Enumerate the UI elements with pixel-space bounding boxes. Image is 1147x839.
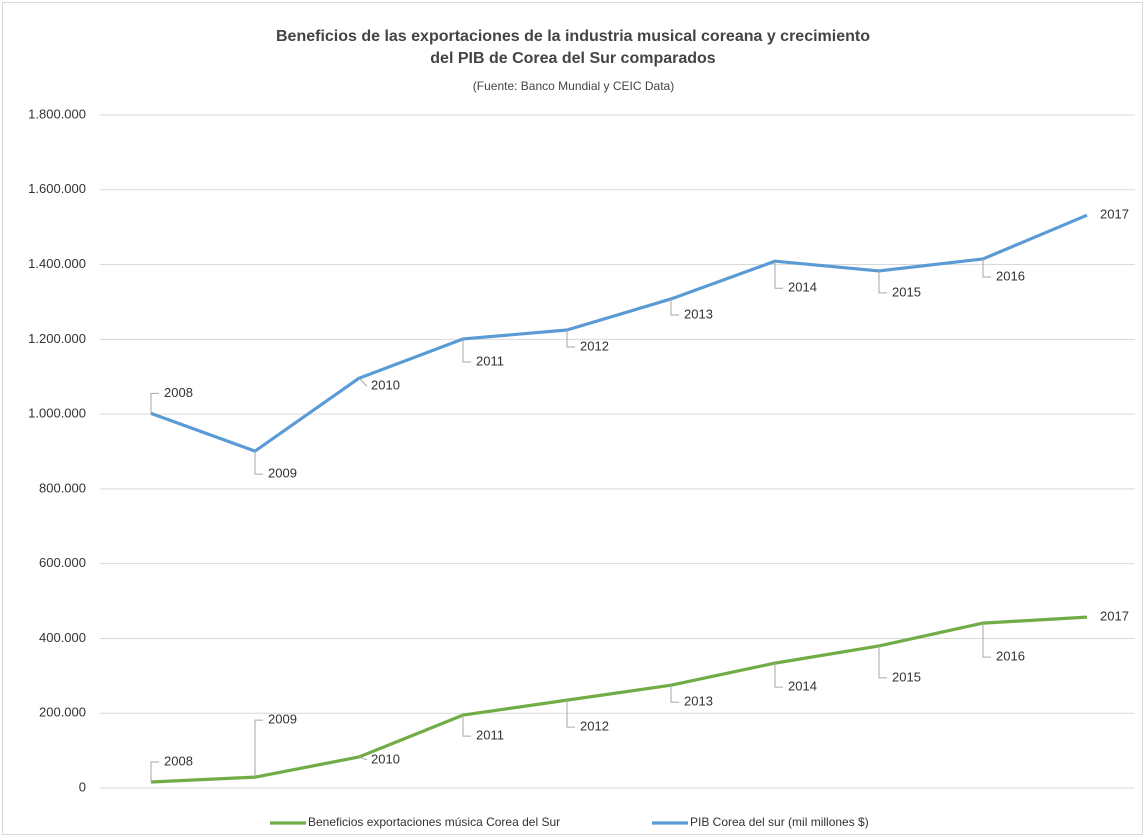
leader-line	[982, 258, 991, 278]
leader-line	[254, 719, 263, 778]
y-tick-label: 600.000	[39, 555, 86, 570]
data-label: 2011	[476, 728, 504, 743]
data-label: 2012	[580, 719, 609, 734]
legend-label: PIB Corea del sur (mil millones $)	[690, 815, 869, 829]
data-label: 2015	[892, 669, 921, 684]
data-label: 2013	[684, 306, 713, 321]
data-label: 2015	[892, 284, 921, 299]
leader-line	[358, 377, 368, 387]
y-tick-label: 1.400.000	[28, 256, 86, 271]
data-label: 2010	[371, 751, 400, 766]
y-tick-label: 1.800.000	[28, 106, 86, 121]
data-label: 2011	[476, 353, 504, 368]
data-label: 2012	[580, 338, 609, 353]
data-label: 2016	[996, 649, 1025, 664]
leader-line	[774, 663, 783, 688]
data-label: 2017	[1100, 609, 1129, 624]
y-tick-label: 0	[79, 779, 86, 794]
legend-label: Beneficios exportaciones música Corea de…	[308, 815, 560, 829]
y-tick-label: 1.200.000	[28, 331, 86, 346]
leader-line	[254, 451, 263, 475]
leader-line	[566, 329, 575, 348]
y-tick-label: 1.600.000	[28, 181, 86, 196]
data-label: 2009	[268, 466, 297, 481]
leader-line	[150, 761, 159, 783]
chart-subtitle: (Fuente: Banco Mundial y CEIC Data)	[472, 79, 675, 93]
leader-line	[150, 392, 159, 414]
data-label: 2008	[164, 753, 193, 768]
data-label: 2014	[788, 679, 817, 694]
data-label: 2010	[371, 378, 400, 393]
leader-line	[462, 715, 471, 737]
leader-line	[982, 623, 991, 658]
data-label: 2013	[684, 694, 713, 709]
y-tick-label: 400.000	[39, 630, 86, 645]
data-label: 2009	[268, 712, 297, 727]
leader-line	[670, 685, 679, 703]
data-label: 2014	[788, 280, 817, 295]
data-label: 2017	[1100, 207, 1129, 222]
chart-title: Beneficios de las exportaciones de la in…	[275, 28, 870, 67]
leader-line	[462, 338, 471, 363]
data-label: 2008	[164, 385, 193, 400]
leader-line	[566, 700, 575, 728]
leader-line	[358, 756, 368, 761]
leader-line	[774, 261, 783, 289]
leader-line	[878, 645, 887, 679]
y-tick-label: 200.000	[39, 705, 86, 720]
data-label: 2016	[996, 268, 1025, 283]
y-tick-label: 1.000.000	[28, 406, 86, 421]
series-line	[150, 213, 1088, 453]
series-line	[150, 615, 1088, 784]
leader-line	[670, 298, 679, 316]
leader-line	[878, 270, 887, 294]
y-tick-label: 800.000	[39, 480, 86, 495]
